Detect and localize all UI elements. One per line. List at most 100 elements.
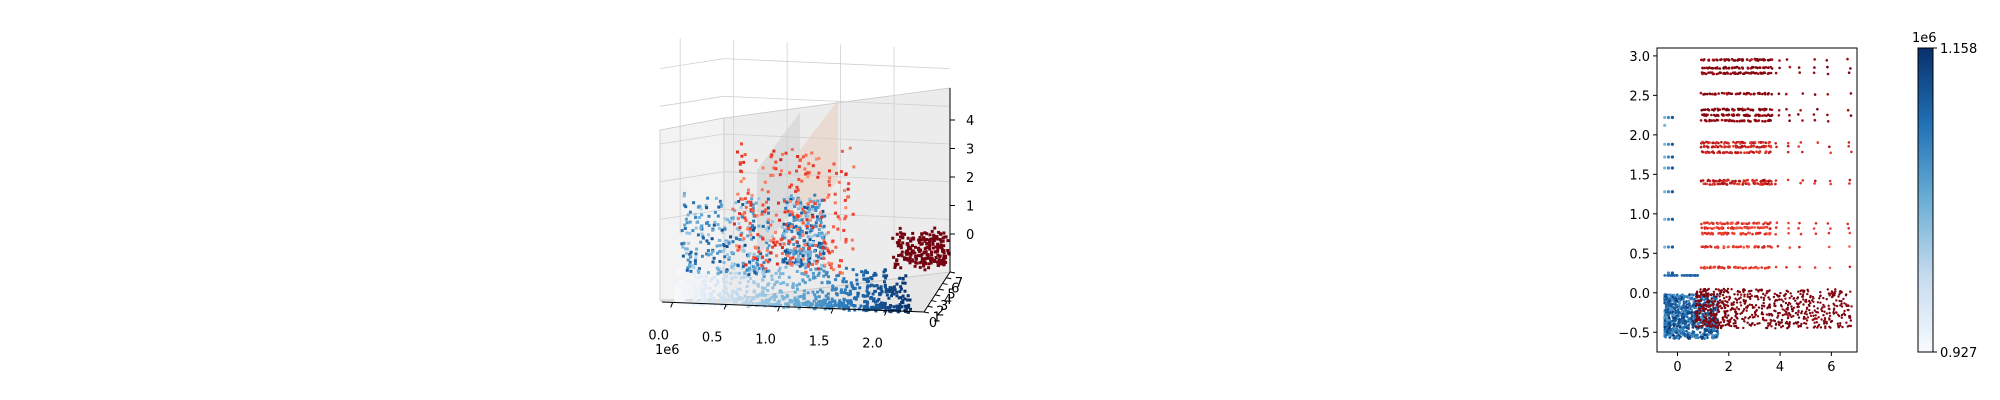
point-2d-red [1721,324,1725,327]
point-2d-blue [1689,305,1692,308]
point-3d [751,258,755,262]
point-2d-red [1845,321,1848,324]
point-3d [697,271,701,274]
point-3d [754,257,758,260]
point-3d [925,232,929,236]
point-2d-blue [1703,298,1706,302]
point-3d [803,210,807,214]
point-3d [926,246,930,250]
point-2d-red [1746,304,1750,308]
point-3d [834,278,838,282]
point-3d [801,254,805,258]
point-3d [682,241,686,245]
point-2d-blue [1688,332,1692,335]
point-3d [775,254,778,258]
point-3d [740,266,744,270]
point-2d-red [1751,232,1754,236]
point-3d [936,247,940,251]
point-3d [695,220,699,224]
point-3d [738,287,742,291]
point-3d [723,227,727,231]
point-3d [853,296,857,300]
point-3d [749,208,753,212]
point-3d [919,254,923,258]
point-3d [784,249,787,253]
point-2d-blue [1691,304,1694,307]
point-3d [700,254,704,258]
x-axis-line-3d [661,301,925,313]
y-tick-label-3d: 3 [940,299,948,314]
point-2d-red [1712,151,1716,155]
point-3d [696,233,700,237]
point-2d-blue [1669,308,1672,311]
point-2d-red [1796,313,1800,316]
point-3d [696,269,700,273]
point-3d [746,254,750,258]
point-2d-red [1763,232,1767,236]
point-3d [774,213,778,217]
point-3d [818,213,822,217]
point-2d-red [1840,300,1843,303]
point-3d [876,286,880,290]
point-3d [813,276,817,280]
point-3d [914,245,917,249]
point-3d [760,263,764,267]
point-3d [722,261,726,264]
point-3d [746,225,750,229]
point-3d [754,159,758,163]
point-3d [746,191,750,195]
point-3d [903,289,907,293]
point-2d-red [1846,304,1850,307]
point-2d-red [1829,326,1832,329]
point-2d-red [1763,71,1766,75]
point-3d [801,251,805,255]
point-3d [746,227,750,231]
point-2d-red [1770,58,1774,61]
point-2d-red [1813,58,1816,61]
point-2d-blue [1669,296,1672,300]
point-2d-red [1743,293,1746,296]
point-3d [782,306,786,310]
point-2d-red [1785,107,1788,111]
point-3d [774,167,778,171]
point-3d [730,289,734,293]
point-3d [869,296,873,299]
point-2d-red [1730,119,1734,123]
point-2d-red [1725,183,1728,186]
point-3d [817,271,821,275]
point-3d [808,278,812,282]
point-3d [703,296,707,299]
point-3d [731,207,735,211]
point-2d-red [1707,324,1710,327]
point-2d-blue [1671,302,1675,306]
point-3d [796,155,800,158]
point-3d [792,203,796,207]
point-3d [798,252,802,256]
point-2d-red [1711,141,1714,145]
point-2d-blue [1667,316,1671,320]
point-3d [946,239,950,243]
point-2d-red [1824,320,1827,323]
point-3d [923,231,927,235]
point-2d-blue [1666,142,1671,146]
point-2d-red [1717,265,1721,269]
point-2d-red [1699,318,1702,322]
point-2d-red [1704,313,1707,316]
point-3d [694,256,698,260]
point-2d-red [1826,222,1830,225]
point-2d-red [1723,58,1726,61]
point-3d [834,211,838,215]
point-3d [682,203,686,207]
point-3d [874,273,878,277]
point-3d [685,231,689,235]
point-3d [793,205,797,208]
point-3d [761,237,765,241]
point-2d-red [1704,245,1708,248]
point-3d [844,173,848,176]
point-2d-red [1748,303,1752,306]
point-3d [812,206,816,210]
point-3d [706,249,710,253]
point-3d [761,267,765,271]
plot-area-2d [1657,48,1857,352]
point-2d-red [1799,109,1802,112]
